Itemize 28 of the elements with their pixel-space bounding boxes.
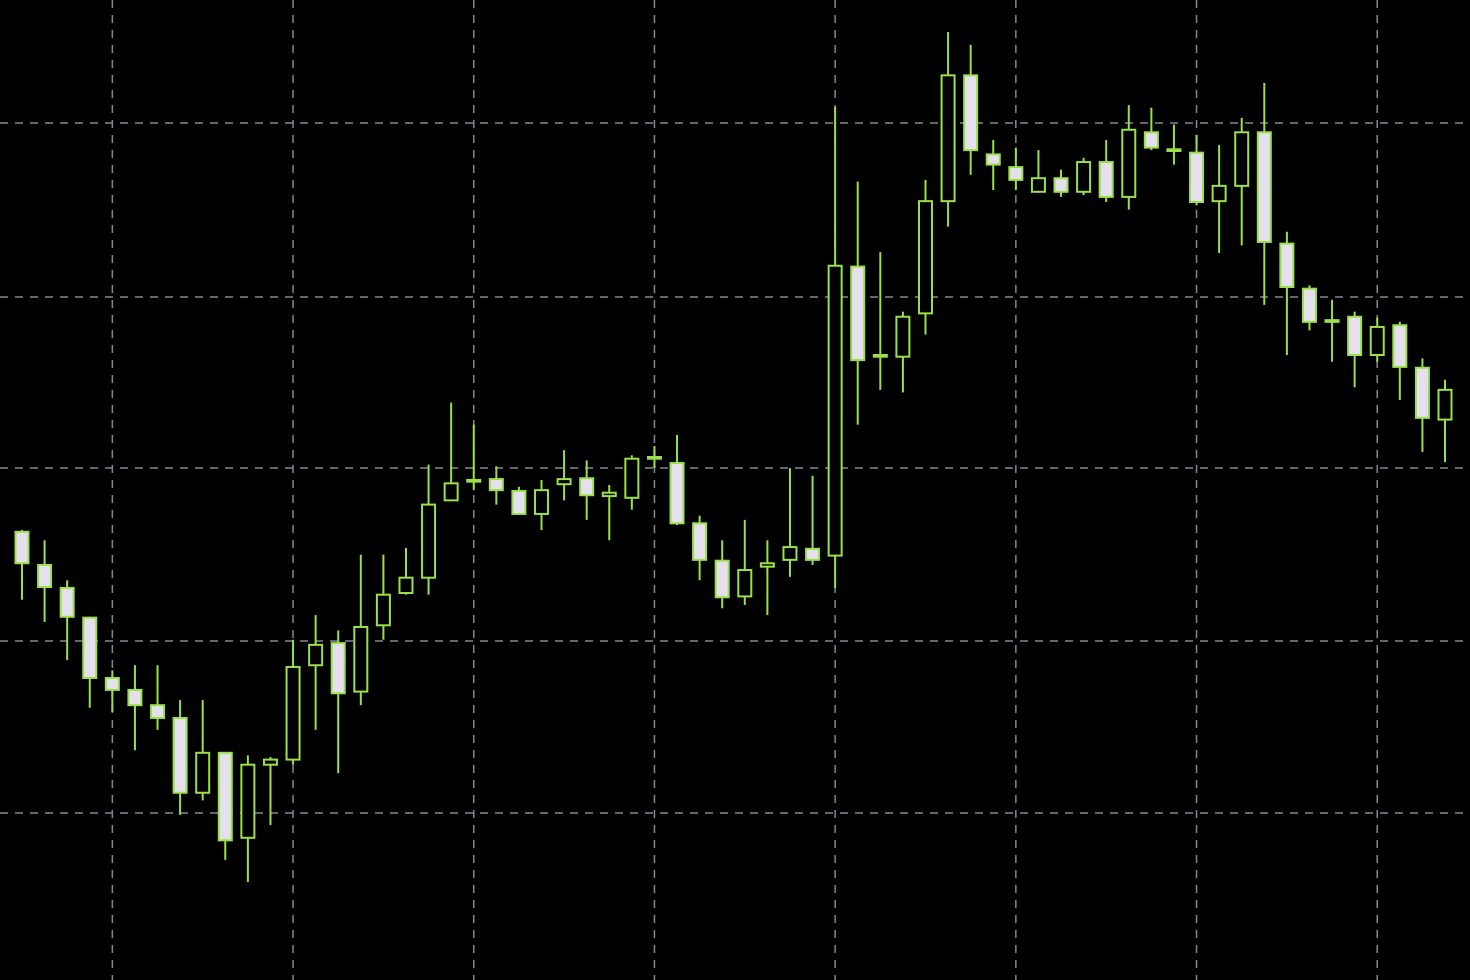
candlestick [805,474,821,566]
candlestick [579,459,595,521]
candlestick [262,756,278,827]
candlestick [534,478,550,532]
candlestick [37,539,53,623]
candlestick [1211,144,1227,254]
candlestick [443,401,459,502]
candlestick [556,449,572,502]
candlestick [985,138,1001,192]
candlestick [646,444,662,470]
candlestick [1324,298,1340,363]
candlestick [601,484,617,542]
candlestick [308,614,324,731]
candlestick [488,465,504,506]
candlestick [150,664,166,731]
candlestick [1030,149,1046,194]
candlestick [1166,123,1182,166]
candlestick [872,251,888,391]
candlestick [398,546,414,596]
candlestick [511,485,527,516]
candlestick [127,664,143,752]
candlestick [759,539,775,617]
candlestick [1008,146,1024,192]
candlestick [466,423,482,492]
candlestick [1053,168,1069,198]
candlestick [1143,106,1159,152]
candlestick [104,669,120,713]
candlestick [782,467,798,578]
